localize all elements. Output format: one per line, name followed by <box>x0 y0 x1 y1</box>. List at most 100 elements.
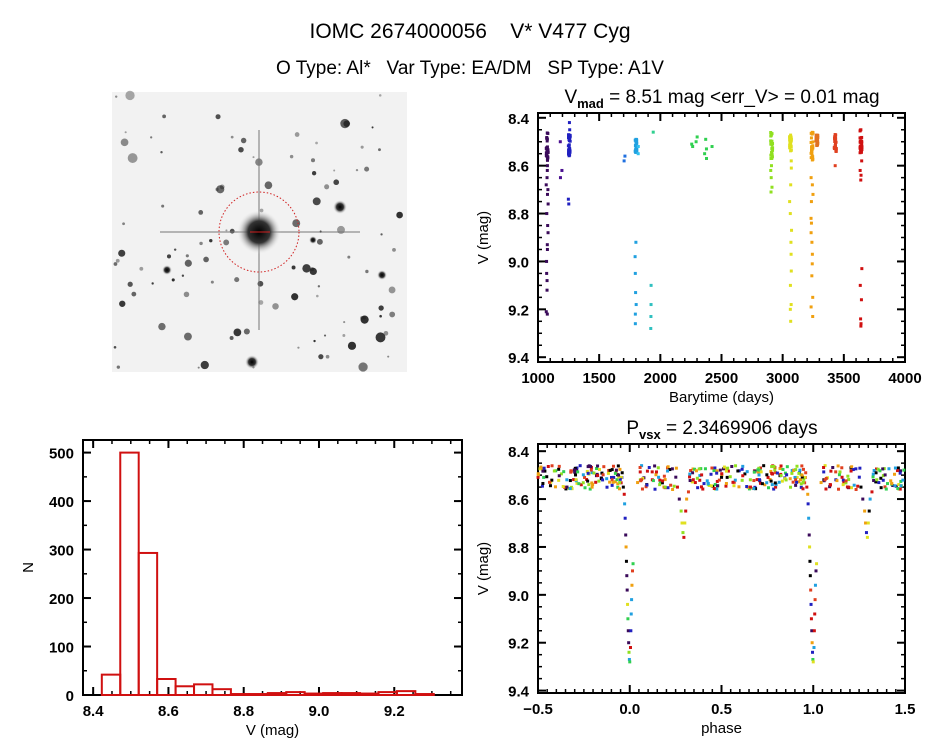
x-tick-label: 8.4 <box>83 703 105 720</box>
data-point <box>675 485 679 489</box>
data-point <box>745 485 749 489</box>
data-point <box>634 291 638 295</box>
data-point <box>809 221 813 225</box>
data-point <box>654 473 658 477</box>
data-point <box>623 502 627 506</box>
data-point <box>859 322 863 326</box>
data-point <box>841 483 845 487</box>
data-point <box>567 154 571 158</box>
data-point <box>683 521 687 525</box>
data-point <box>810 274 814 278</box>
data-point <box>546 202 550 206</box>
data-point <box>811 657 815 661</box>
data-point <box>586 479 590 483</box>
histogram-chart: 8.4 8.6 8.8 9.0 9.2 0 100 200 300 400 500 V (mag) N <box>20 439 463 739</box>
data-point <box>589 468 593 472</box>
data-point <box>624 533 628 537</box>
star <box>313 339 316 343</box>
data-point <box>631 569 635 573</box>
x-axis-label: Barytime (days) <box>669 389 774 406</box>
data-point <box>835 479 839 483</box>
data-point <box>774 483 778 487</box>
data-point <box>710 466 714 470</box>
data-point <box>810 183 814 187</box>
data-point <box>557 467 561 471</box>
data-point <box>552 469 556 473</box>
data-point <box>748 485 752 489</box>
data-point <box>811 131 815 135</box>
data-point <box>789 159 793 163</box>
data-point <box>897 483 901 487</box>
data-point <box>771 148 775 152</box>
data-point <box>792 468 796 472</box>
y-tick-label: 9.2 <box>508 302 529 319</box>
target-circle <box>218 191 300 273</box>
data-point <box>896 487 900 491</box>
data-point <box>789 303 793 307</box>
data-point <box>898 471 902 475</box>
data-point <box>568 135 572 139</box>
data-point <box>842 481 846 485</box>
data-point <box>809 176 813 180</box>
data-point <box>809 216 813 220</box>
data-point <box>866 521 870 525</box>
data-point <box>811 155 815 159</box>
data-point <box>811 660 815 664</box>
data-point <box>624 559 628 563</box>
data-point <box>578 464 582 468</box>
data-point <box>773 481 777 485</box>
data-point <box>591 483 595 487</box>
data-point <box>679 509 683 513</box>
data-point <box>564 487 568 491</box>
data-point <box>834 137 838 141</box>
data-point <box>567 133 571 137</box>
data-point <box>811 140 815 144</box>
data-point <box>611 464 615 468</box>
data-point <box>769 157 773 161</box>
data-point <box>815 143 819 147</box>
data-point <box>704 137 708 141</box>
data-point <box>898 487 902 491</box>
data-point <box>617 475 621 479</box>
x-tick-label: 3500 <box>827 370 860 387</box>
data-point <box>874 480 878 484</box>
data-point <box>542 466 546 470</box>
data-point <box>882 467 886 471</box>
data-point <box>626 629 630 633</box>
data-point <box>544 183 548 187</box>
data-point <box>789 485 793 489</box>
data-point <box>795 480 799 484</box>
data-point <box>811 295 815 299</box>
star <box>264 181 273 190</box>
data-point <box>550 478 554 482</box>
data-point <box>545 136 549 140</box>
data-point <box>722 467 726 471</box>
data-point <box>565 485 569 489</box>
data-point <box>597 467 601 471</box>
data-point <box>684 509 688 513</box>
data-point <box>568 487 572 491</box>
data-point <box>543 469 547 473</box>
data-point <box>625 574 629 578</box>
data-point <box>579 483 583 487</box>
star <box>323 334 327 337</box>
data-point <box>677 497 681 501</box>
data-point <box>545 154 549 158</box>
data-point <box>567 121 571 125</box>
data-point <box>715 484 719 488</box>
star <box>118 249 126 257</box>
data-point <box>651 130 655 134</box>
data-point <box>658 483 662 487</box>
data-point <box>612 475 616 479</box>
data-point <box>793 475 797 479</box>
data-point <box>608 480 612 484</box>
data-point <box>745 470 749 474</box>
data-point <box>801 480 805 484</box>
star <box>245 355 259 369</box>
y-tick-label: 9.2 <box>508 636 529 653</box>
data-point <box>858 147 862 151</box>
data-point <box>577 482 581 486</box>
star <box>392 247 396 252</box>
data-point <box>567 146 571 150</box>
data-point <box>627 650 631 654</box>
